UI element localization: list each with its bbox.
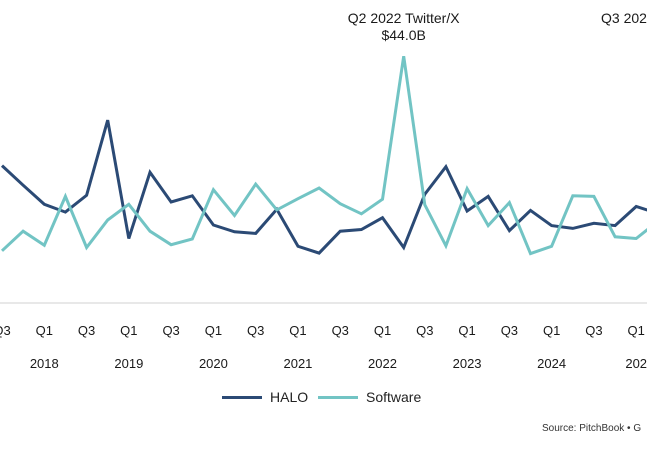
series-line-halo (0, 119, 647, 255)
x-tick-label: Q1 (628, 323, 645, 338)
series-line-software (0, 55, 647, 256)
x-year-label: 2019 (114, 356, 143, 371)
x-year-label: 2023 (453, 356, 482, 371)
annotations: Q2 2022 Twitter/X$44.0B Q3 202 (348, 10, 647, 43)
x-tick-label: Q1 (458, 323, 475, 338)
annotation-text: Q2 2022 Twitter/X (348, 10, 460, 26)
x-year-label: 202 (625, 356, 647, 371)
source-note: Source: PitchBook • G (542, 423, 642, 434)
x-year-label: 2021 (283, 356, 312, 371)
x-tick-label: Q1 (374, 323, 391, 338)
x-year-label: 2018 (30, 356, 59, 371)
x-year-label: 2022 (368, 356, 397, 371)
x-tick-label: Q3 (162, 323, 179, 338)
x-tick-label: Q1 (36, 323, 53, 338)
annotation-text: $44.0B (381, 27, 425, 43)
x-tick-label: Q1 (205, 323, 222, 338)
x-tick-label: Q1 (120, 323, 137, 338)
x-tick-label: Q3 (501, 323, 518, 338)
x-year-label: 2020 (199, 356, 228, 371)
x-tick-label: Q3 (585, 323, 602, 338)
x-tick-label: Q3 (78, 323, 95, 338)
x-tick-label: Q3 (332, 323, 349, 338)
legend-swatch-software (318, 395, 358, 399)
x-tick-label: Q1 (543, 323, 560, 338)
series-lines (0, 55, 647, 256)
legend-item-software: Software (318, 386, 421, 408)
x-tick-label: Q3 (0, 323, 11, 338)
x-year-label: 2024 (537, 356, 566, 371)
legend-swatch-halo (222, 395, 262, 399)
x-tick-label: Q3 (416, 323, 433, 338)
annotation-text: Q3 202 (601, 10, 647, 26)
legend: HALO Software (0, 386, 647, 408)
legend-label-software: Software (366, 389, 422, 405)
x-tick-label: Q3 (247, 323, 264, 338)
x-axis-ticks: Q3 Q1 Q3 Q1 Q3 Q1 Q3 Q1 Q3 Q1 Q3 Q1 Q3 Q1 Q3 Q1 (0, 323, 645, 338)
legend-label-halo: HALO (270, 389, 309, 405)
x-axis-years: 2018 2019 2020 2021 2022 2023 2024 202 (30, 356, 647, 371)
x-tick-label: Q1 (289, 323, 306, 338)
legend-item-halo: HALO (222, 386, 308, 408)
